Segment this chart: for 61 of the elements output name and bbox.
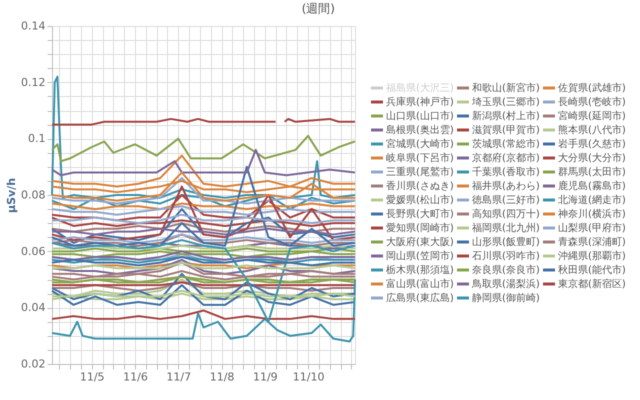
legend-label: 奈良県(奈良市) — [472, 264, 540, 276]
legend-label: 石川県(羽咋市) — [472, 250, 540, 262]
legend-label: 栃木県(那須塩) — [386, 264, 454, 276]
legend-label: 長崎県(壱岐市) — [558, 96, 626, 108]
legend-label: 山口県(山口市) — [386, 110, 454, 122]
legend-label: 大分県(大分市) — [558, 152, 626, 164]
legend-label: 千葉県(香取市) — [472, 166, 540, 178]
legend-label: 京都府(京都市) — [472, 152, 540, 164]
legend-label: 愛知県(岡崎市) — [386, 222, 454, 234]
legend-label: 宮崎県(延岡市) — [558, 110, 626, 122]
legend-label: 滋賀県(甲賀市) — [472, 124, 540, 136]
legend-label: 香川県(さぬき) — [386, 180, 454, 192]
legend-label: 鹿児島(霧島市) — [558, 180, 626, 192]
y-axis-title: μSv/h — [5, 178, 18, 214]
legend-label: 岐阜県(下呂市) — [386, 152, 454, 164]
legend-label: 和歌山(新宮市) — [472, 82, 540, 94]
legend-label: 山梨県(甲府市) — [558, 222, 626, 234]
legend-label: 鳥取県(湯梨浜) — [471, 278, 540, 290]
legend-label: 神奈川(横浜市) — [558, 208, 626, 220]
legend-label: 広島県(東広島) — [386, 292, 454, 304]
y-tick-label: 0.04 — [21, 301, 46, 314]
legend-label: 高知県(四万十) — [472, 208, 540, 220]
legend-label: 徳島県(三好市) — [472, 194, 540, 206]
legend-label: 愛媛県(松山市) — [386, 194, 454, 206]
legend-label: 大阪府(東大阪) — [386, 236, 454, 248]
legend-label: 静岡県(御前崎) — [472, 292, 540, 304]
y-tick-label: 0.08 — [21, 188, 46, 202]
legend-label: 岩手県(久慈市) — [558, 138, 626, 150]
x-tick-label: 11/6 — [123, 370, 148, 384]
chart-title: (週間) — [302, 2, 335, 16]
legend-label: 青森県(深浦町) — [558, 236, 626, 248]
legend-label: 新潟県(村上市) — [472, 110, 540, 122]
legend-label: 沖縄県(那覇市) — [558, 250, 626, 262]
y-tick-label: 0.06 — [21, 244, 46, 258]
legend-label: 宮城県(大崎市) — [386, 138, 454, 150]
legend-label: 佐賀県(武雄市) — [558, 82, 626, 94]
legend-label: 北海道(網走市) — [558, 194, 626, 206]
legend-label: 三重県(尾鷲市) — [386, 166, 454, 178]
x-tick-label: 11/8 — [210, 370, 234, 384]
legend-label: 群馬県(太田市) — [558, 166, 626, 178]
x-tick-label: 11/9 — [252, 370, 278, 384]
legend-label: 岡山県(笠岡市) — [386, 250, 454, 262]
y-tick-label: 0.12 — [21, 76, 46, 89]
legend-label: 東京都(新宿区) — [558, 278, 626, 290]
legend-label: 福岡県(北九州) — [472, 222, 540, 234]
legend-label: 熊本県(八代市) — [558, 124, 626, 136]
legend-label: 富山県(富山市) — [386, 278, 454, 290]
legend-label: 島根県(奥出雲) — [386, 124, 454, 136]
y-tick-label: 0.02 — [21, 358, 46, 370]
legend-label: 福井県(あわら) — [472, 180, 540, 192]
x-tick-label: 11/5 — [80, 370, 105, 384]
legend-label: 長野県(大町市) — [386, 208, 454, 220]
y-tick-label: 0.14 — [21, 20, 46, 32]
legend-label: 兵庫県(神戸市) — [386, 96, 454, 108]
y-tick-label: 0.1 — [28, 132, 46, 146]
x-tick-label: 11/7 — [166, 370, 192, 384]
legend-label: 埼玉県(三郷市) — [471, 96, 540, 108]
legend-label: 茨城県(常総市) — [472, 138, 540, 150]
legend-label: 山形県(飯豊町) — [472, 236, 540, 248]
legend-label: 秋田県(能代市) — [558, 264, 626, 276]
x-tick-label: 11/10 — [292, 370, 324, 384]
